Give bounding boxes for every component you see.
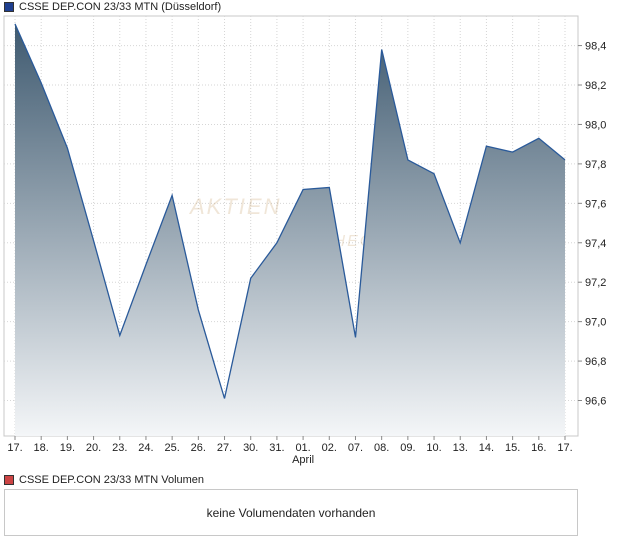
price-line [14, 23, 566, 399]
y-tick-label: 98,4 [585, 41, 606, 53]
price-area [15, 23, 565, 437]
volume-empty-message: keine Volumendaten vorhanden [206, 505, 376, 520]
x-tick-label: 25. [164, 442, 179, 454]
x-tick-label: 18. [34, 442, 49, 454]
x-tick-label: 02. [322, 442, 337, 454]
watermark-text: AKTIEN [188, 194, 281, 219]
price-legend-label: CSSE DEP.CON 23/33 MTN (Düsseldorf) [19, 1, 222, 13]
volume-legend: CSSE DEP.CON 23/33 MTN Volumen [4, 473, 204, 487]
y-axis: 96,6 96,8 97,0 97,2 97,4 97,6 97,8 98,0 98,2 98,4 [578, 41, 606, 408]
x-tick-label: 19. [60, 442, 75, 454]
x-tick-label: 10. [426, 442, 441, 454]
x-tick-label: 07. [348, 442, 363, 454]
x-tick-label: 08. [374, 442, 389, 454]
x-tick-label: 14. [479, 442, 494, 454]
price-legend: CSSE DEP.CON 23/33 MTN (Düsseldorf) [4, 0, 221, 14]
x-tick-label: 13. [453, 442, 468, 454]
x-tick-label: 26. [191, 442, 206, 454]
x-axis: 17. 18. 19. 20. 23. 24. 25. 26. 27. 30. 31. 01. 02. 0… [7, 436, 573, 466]
y-tick-label: 97,8 [585, 159, 606, 171]
y-tick-label: 97,0 [585, 317, 606, 329]
y-tick-label: 97,4 [585, 238, 606, 250]
x-tick-label: 30. [243, 442, 258, 454]
x-tick-label: 17. [7, 442, 22, 454]
x-tick-label: 17. [557, 442, 572, 454]
x-tick-label: 01. [295, 442, 310, 454]
price-legend-swatch [4, 2, 14, 12]
volume-legend-label: CSSE DEP.CON 23/33 MTN Volumen [19, 474, 205, 486]
y-tick-label: 96,6 [585, 396, 606, 408]
x-tick-label: 24. [138, 442, 153, 454]
x-tick-label: 23. [112, 442, 127, 454]
x-tick-label: 20. [86, 442, 101, 454]
x-tick-label: 31. [269, 442, 284, 454]
month-label: April [292, 454, 314, 466]
x-tick-label: 09. [400, 442, 415, 454]
x-tick-label: 16. [531, 442, 546, 454]
y-tick-label: 96,8 [585, 356, 606, 368]
y-tick-label: 97,6 [585, 198, 606, 210]
volume-panel: keine Volumendaten vorhanden [4, 489, 578, 536]
y-tick-label: 98,2 [585, 80, 606, 92]
y-tick-label: 97,2 [585, 277, 606, 289]
x-tick-label: 15. [505, 442, 520, 454]
volume-legend-swatch [4, 475, 14, 485]
y-tick-label: 98,0 [585, 119, 606, 131]
price-chart: AKTIEN CHECK 96,696,897,097,297,497,697,… [3, 15, 606, 466]
x-tick-label: 27. [217, 442, 232, 454]
